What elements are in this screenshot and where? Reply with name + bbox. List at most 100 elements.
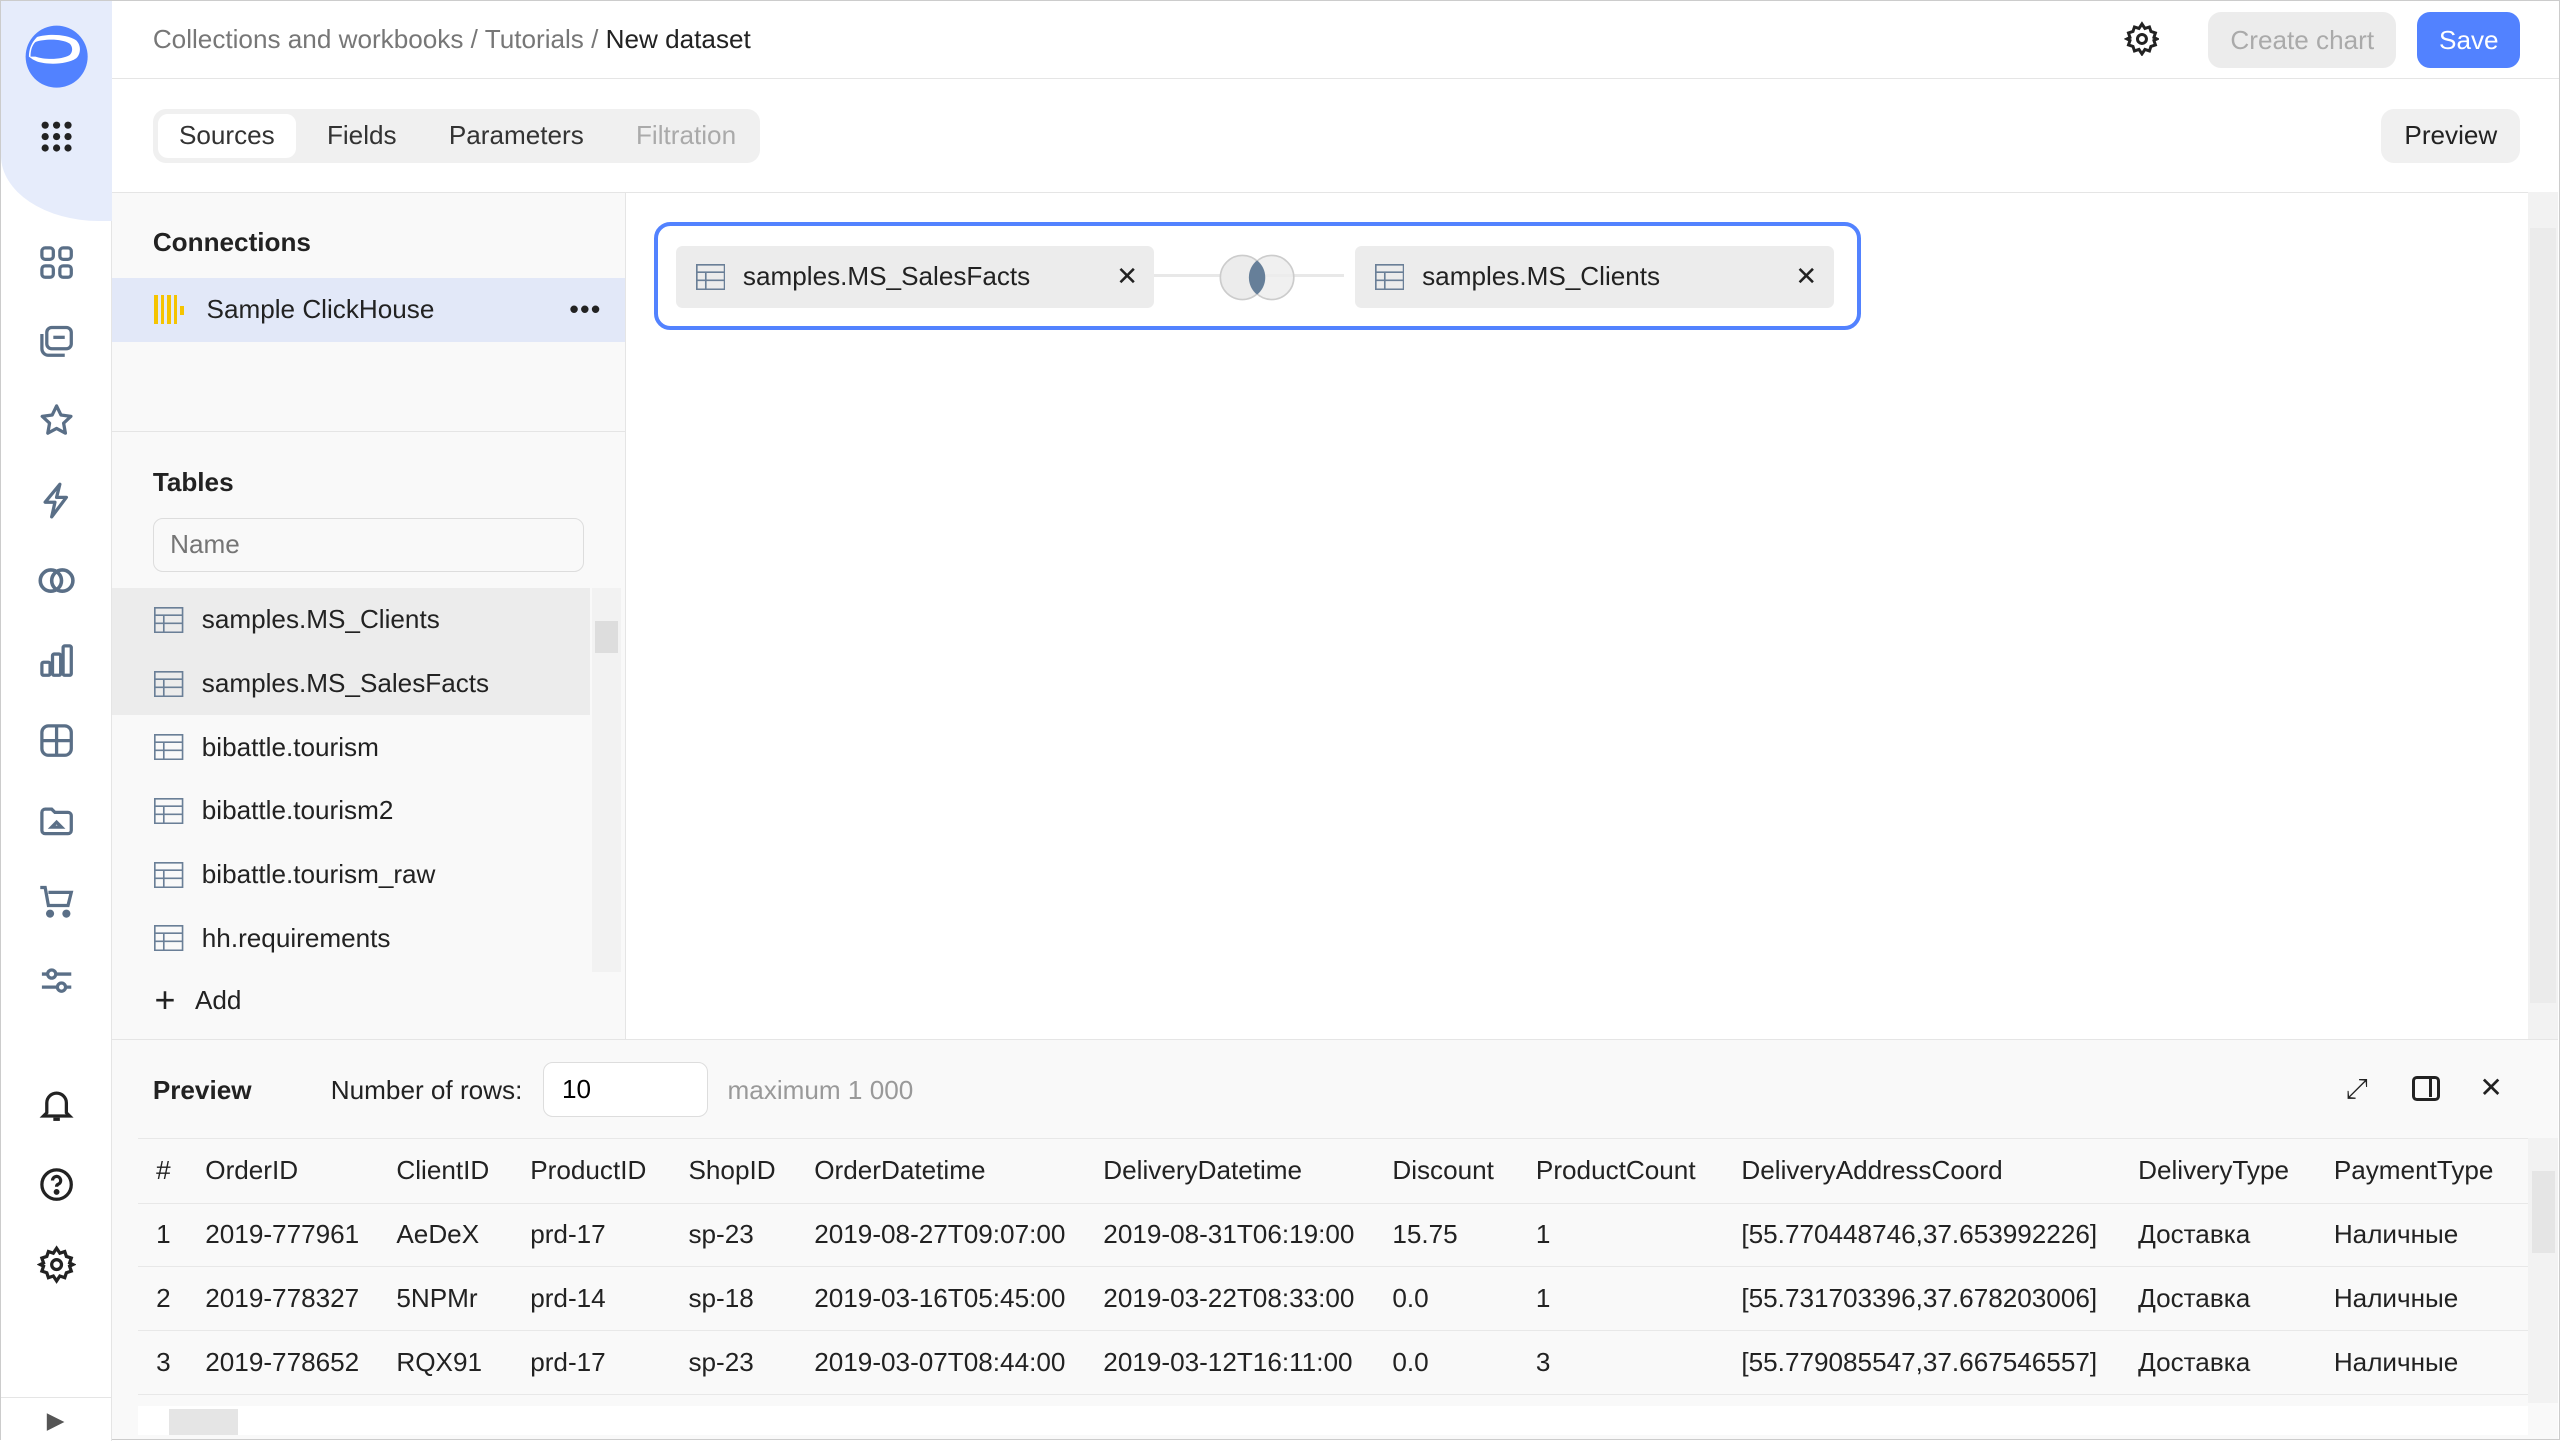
source-chip-right[interactable]: samples.MS_Clients ✕ bbox=[1355, 245, 1834, 308]
column-header[interactable]: # bbox=[138, 1139, 206, 1204]
apps-grid-icon[interactable] bbox=[37, 117, 76, 156]
table-cell: 2019-778652 bbox=[205, 1330, 397, 1395]
save-button[interactable]: Save bbox=[2417, 12, 2521, 68]
header: Collections and workbooks / Tutorials / … bbox=[112, 1, 2560, 80]
table-cell: prd-14 bbox=[530, 1266, 689, 1331]
table-cell: 1 bbox=[1535, 1203, 1742, 1268]
column-header[interactable]: OrderDatetime bbox=[814, 1139, 1104, 1204]
add-label: Add bbox=[195, 984, 242, 1015]
sources-panel: Connections Sample ClickHouse ••• Tables… bbox=[112, 192, 627, 1040]
breadcrumb-tutorials[interactable]: Tutorials bbox=[484, 23, 584, 54]
table-header-row: # OrderID ClientID ProductID ShopID OrderDate… bbox=[138, 1139, 2529, 1204]
inner-join-icon[interactable] bbox=[1213, 253, 1301, 302]
expand-rail-icon[interactable]: ▶ bbox=[46, 1406, 65, 1433]
star-icon[interactable] bbox=[37, 401, 76, 440]
table-list-item[interactable]: bibattle.tourism bbox=[112, 715, 590, 779]
clickhouse-icon bbox=[154, 295, 184, 325]
table-name: bibattle.tourism2 bbox=[201, 795, 394, 826]
dataset-tabs: Sources Fields Parameters Filtration bbox=[152, 108, 761, 163]
table-icon bbox=[154, 606, 184, 634]
more-options-icon[interactable]: ••• bbox=[569, 294, 602, 325]
preview-toggle-button[interactable]: Preview bbox=[2381, 108, 2521, 163]
rows-max-hint: maximum 1 000 bbox=[727, 1074, 914, 1105]
tab-filtration: Filtration bbox=[635, 120, 737, 151]
remove-source-icon[interactable]: ✕ bbox=[1116, 261, 1139, 292]
cart-icon[interactable] bbox=[37, 881, 76, 920]
datasets-rings-icon[interactable] bbox=[37, 561, 76, 600]
collections-icon[interactable] bbox=[37, 321, 76, 360]
table-list-item[interactable]: bibattle.tourism_raw bbox=[112, 843, 590, 907]
tables-title: Tables bbox=[152, 467, 234, 498]
table-cell: 1 bbox=[1535, 1266, 1742, 1331]
column-header[interactable]: DeliveryDatetime bbox=[1103, 1139, 1393, 1204]
table-vertical-scrollbar[interactable] bbox=[2528, 1138, 2558, 1403]
table-cell: AeDeX bbox=[396, 1203, 531, 1268]
settings-gear-icon[interactable] bbox=[2123, 20, 2160, 57]
table-cell: Наличные bbox=[2333, 1266, 2529, 1331]
table-list-item[interactable]: samples.MS_SalesFacts bbox=[112, 651, 591, 716]
dashboard-grid-icon[interactable] bbox=[37, 243, 76, 282]
table-search-input[interactable] bbox=[152, 517, 584, 572]
table-icon bbox=[154, 861, 184, 888]
table-cell: 2019-778327 bbox=[205, 1266, 397, 1331]
close-preview-icon[interactable]: ✕ bbox=[2479, 1072, 2503, 1104]
column-header[interactable]: PaymentType bbox=[2333, 1139, 2529, 1204]
table-name: samples.MS_Clients bbox=[201, 604, 440, 635]
canvas-scrollbar[interactable] bbox=[2528, 192, 2558, 1040]
column-header[interactable]: ProductCount bbox=[1535, 1139, 1742, 1204]
column-header[interactable]: ClientID bbox=[396, 1139, 531, 1204]
add-table-button[interactable]: + Add bbox=[154, 982, 242, 1018]
split-view-icon[interactable] bbox=[2412, 1076, 2441, 1101]
preview-panel: Preview Number of rows: maximum 1 000 ⤢ … bbox=[112, 1039, 2558, 1440]
lightning-icon[interactable] bbox=[37, 481, 76, 520]
table-cell: [55.731703396,37.678203006] bbox=[1741, 1266, 2139, 1331]
table-icon bbox=[695, 263, 725, 291]
breadcrumb: Collections and workbooks / Tutorials / … bbox=[152, 23, 751, 54]
column-header[interactable]: ShopID bbox=[688, 1139, 815, 1204]
tab-parameters[interactable]: Parameters bbox=[448, 120, 584, 151]
source-chip-left[interactable]: samples.MS_SalesFacts ✕ bbox=[676, 245, 1155, 308]
connection-item[interactable]: Sample ClickHouse ••• bbox=[112, 277, 625, 342]
table-cell: 5NPMr bbox=[396, 1266, 531, 1331]
remove-source-icon[interactable]: ✕ bbox=[1795, 261, 1818, 292]
preview-title: Preview bbox=[152, 1074, 252, 1105]
column-header[interactable]: Discount bbox=[1392, 1139, 1536, 1204]
column-header[interactable]: DeliveryAddressCoord bbox=[1741, 1139, 2139, 1204]
table-list-item[interactable]: hh.requirements bbox=[112, 907, 590, 971]
column-header[interactable]: ProductID bbox=[530, 1139, 689, 1204]
bell-icon[interactable] bbox=[37, 1085, 76, 1124]
table-cell: sp-23 bbox=[688, 1330, 815, 1395]
tables-scrollbar[interactable] bbox=[592, 588, 622, 972]
fullscreen-icon[interactable]: ⤢ bbox=[2345, 1073, 2368, 1105]
table-list-item[interactable]: samples.MS_Clients bbox=[112, 588, 591, 652]
dashboards-icon[interactable] bbox=[37, 721, 76, 760]
tab-fields[interactable]: Fields bbox=[326, 120, 397, 151]
table-icon bbox=[154, 925, 184, 952]
table-cell: Наличные bbox=[2333, 1330, 2529, 1395]
table-cell: 15.75 bbox=[1392, 1203, 1536, 1268]
logo-icon[interactable] bbox=[24, 24, 89, 89]
table-cell: Доставка bbox=[2138, 1203, 2334, 1268]
connection-label: Sample ClickHouse bbox=[206, 294, 435, 325]
join-group: samples.MS_SalesFacts ✕ samples.MS_Clien… bbox=[654, 222, 1861, 331]
table-horizontal-scrollbar[interactable] bbox=[138, 1406, 2529, 1436]
folder-icon[interactable] bbox=[37, 801, 76, 840]
create-chart-button[interactable]: Create chart bbox=[2208, 12, 2397, 68]
table-cell: 0.0 bbox=[1392, 1330, 1536, 1395]
table-cell: 3 bbox=[138, 1330, 206, 1395]
table-list-item[interactable]: bibattle.tourism2 bbox=[112, 779, 590, 843]
connections-title: Connections bbox=[152, 227, 311, 258]
gear-icon[interactable] bbox=[36, 1245, 77, 1284]
settings-sliders-icon[interactable] bbox=[37, 961, 76, 1000]
column-header[interactable]: DeliveryType bbox=[2138, 1139, 2334, 1204]
charts-icon[interactable] bbox=[37, 641, 76, 680]
column-header[interactable]: OrderID bbox=[205, 1139, 397, 1204]
table-cell: 2019-777961 bbox=[205, 1203, 397, 1268]
table-name: bibattle.tourism bbox=[201, 731, 379, 762]
help-icon[interactable] bbox=[37, 1165, 76, 1204]
tab-sources[interactable]: Sources bbox=[157, 113, 296, 158]
rows-count-input[interactable] bbox=[543, 1061, 708, 1118]
breadcrumb-collections[interactable]: Collections and workbooks bbox=[152, 23, 464, 54]
